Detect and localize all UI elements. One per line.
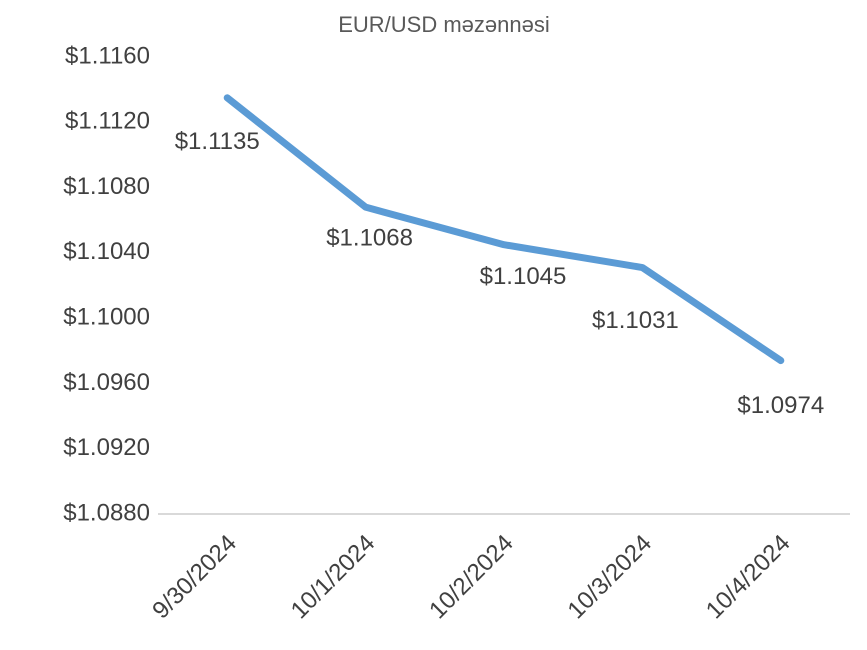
y-tick-label: $1.1080 [63,173,150,200]
x-tick-label: 10/3/2024 [563,530,658,625]
y-tick-label: $1.0880 [63,499,150,526]
data-label: $1.1031 [592,307,679,334]
y-tick-label: $1.1120 [65,108,150,135]
data-label: $1.1045 [480,263,567,290]
chart-title: EUR/USD məzənnəsi [338,12,550,37]
data-label: $1.0974 [737,392,824,419]
x-tick-label: 9/30/2024 [147,530,242,625]
x-tick-label: 10/4/2024 [701,530,796,625]
x-tick-label: 10/2/2024 [424,530,519,625]
line [223,94,785,365]
y-tick-label: $1.1160 [65,42,150,69]
y-tick-label: $1.0920 [63,434,150,461]
y-tick-label: $1.1000 [63,303,150,330]
data-label: $1.1068 [326,225,413,252]
y-tick-label: $1.1040 [63,238,150,265]
data-label: $1.1135 [175,128,260,155]
x-tick-label: 10/1/2024 [286,530,381,625]
y-tick-label: $1.0960 [63,369,150,396]
